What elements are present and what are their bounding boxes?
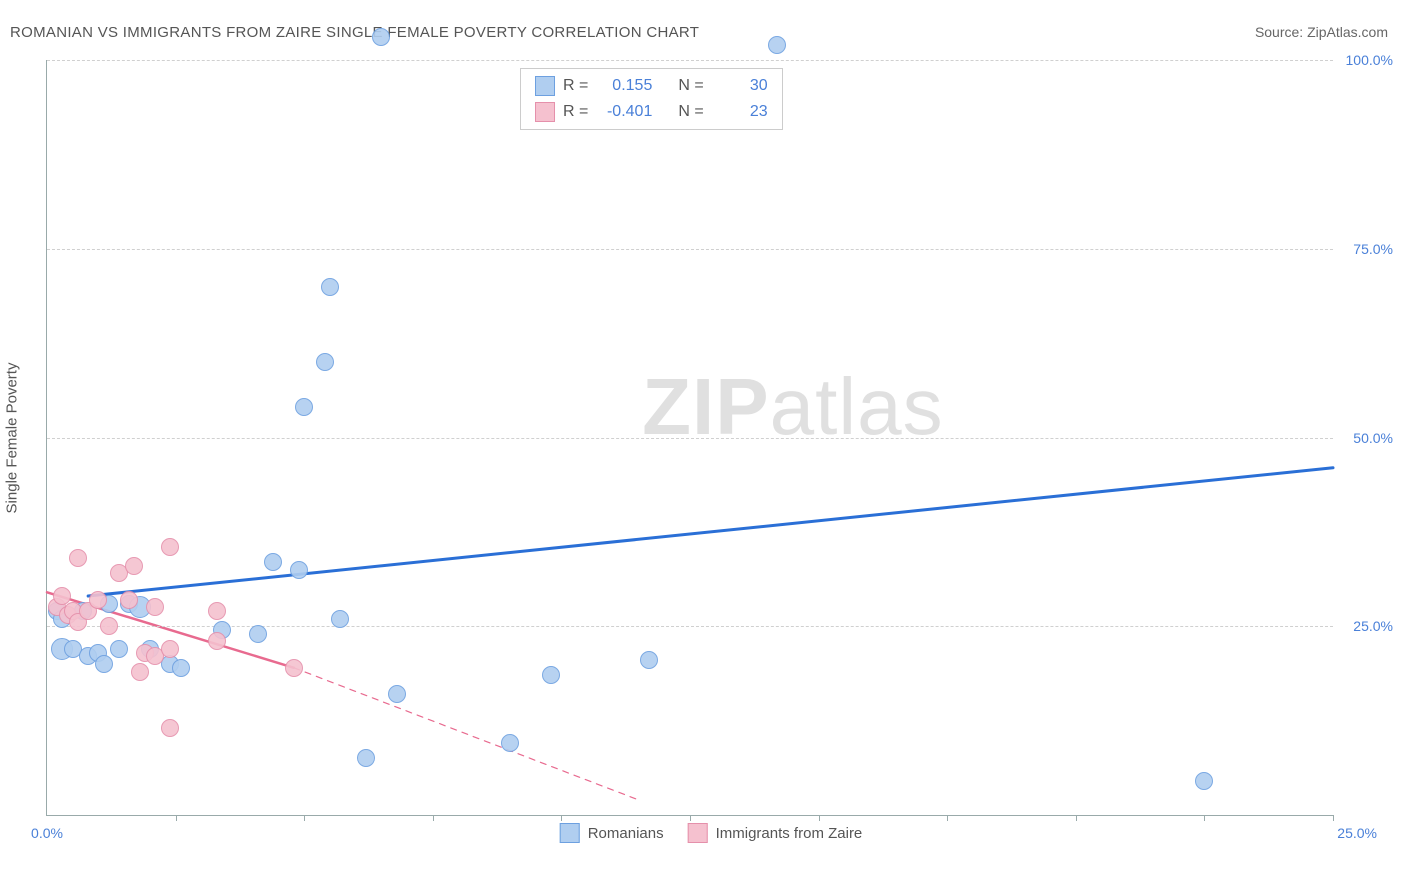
- legend-bottom: Romanians Immigrants from Zaire: [560, 823, 863, 843]
- scatter-point-blue: [110, 640, 128, 658]
- x-tick: [561, 815, 562, 821]
- scatter-point-pink: [131, 663, 149, 681]
- legend-series-name: Immigrants from Zaire: [716, 825, 863, 842]
- scatter-point-pink: [161, 538, 179, 556]
- x-tick: [176, 815, 177, 821]
- gridline: [47, 60, 1333, 61]
- x-tick: [1076, 815, 1077, 821]
- legend-bottom-item-pink: Immigrants from Zaire: [688, 823, 863, 843]
- x-tick-label: 0.0%: [31, 825, 63, 841]
- legend-swatch: [560, 823, 580, 843]
- scatter-point-blue: [357, 749, 375, 767]
- scatter-point-blue: [290, 561, 308, 579]
- r-label: R =: [563, 99, 588, 125]
- scatter-point-blue: [321, 278, 339, 296]
- chart-title: ROMANIAN VS IMMIGRANTS FROM ZAIRE SINGLE…: [10, 24, 699, 41]
- scatter-point-blue: [1195, 772, 1213, 790]
- legend-series-name: Romanians: [588, 825, 664, 842]
- scatter-point-blue: [640, 651, 658, 669]
- scatter-point-pink: [208, 632, 226, 650]
- x-tick: [819, 815, 820, 821]
- scatter-point-pink: [120, 591, 138, 609]
- r-value: -0.401: [596, 99, 652, 125]
- scatter-point-blue: [295, 398, 313, 416]
- source-attribution: Source: ZipAtlas.com: [1255, 24, 1388, 40]
- legend-top-row-pink: R = -0.401 N = 23: [535, 99, 768, 125]
- n-value: 23: [712, 99, 768, 125]
- n-value: 30: [712, 73, 768, 99]
- legend-swatch: [535, 102, 555, 122]
- scatter-point-pink: [125, 557, 143, 575]
- legend-top-row-blue: R = 0.155 N = 30: [535, 73, 768, 99]
- x-tick: [304, 815, 305, 821]
- x-tick: [1204, 815, 1205, 821]
- scatter-point-blue: [249, 625, 267, 643]
- r-label: R =: [563, 73, 588, 99]
- chart-area: Single Female Poverty ZIPatlas 25.0%50.0…: [46, 60, 1376, 815]
- legend-swatch: [688, 823, 708, 843]
- gridline: [47, 626, 1333, 627]
- scatter-point-pink: [161, 719, 179, 737]
- legend-bottom-item-blue: Romanians: [560, 823, 664, 843]
- scatter-point-blue: [388, 685, 406, 703]
- scatter-point-pink: [89, 591, 107, 609]
- scatter-point-pink: [100, 617, 118, 635]
- x-tick: [690, 815, 691, 821]
- gridline: [47, 249, 1333, 250]
- scatter-point-blue: [95, 655, 113, 673]
- legend-swatch: [535, 76, 555, 96]
- scatter-plot: ZIPatlas 25.0%50.0%75.0%100.0%0.0%25.0%: [46, 60, 1333, 816]
- scatter-point-blue: [172, 659, 190, 677]
- x-tick: [1333, 815, 1334, 821]
- y-axis-title: Single Female Poverty: [4, 362, 21, 513]
- x-tick-label: 25.0%: [1337, 825, 1377, 841]
- scatter-point-pink: [69, 549, 87, 567]
- scatter-point-blue: [501, 734, 519, 752]
- scatter-point-pink: [208, 602, 226, 620]
- scatter-point-blue: [768, 36, 786, 54]
- n-label: N =: [678, 73, 703, 99]
- y-tick-label: 100.0%: [1346, 52, 1393, 68]
- gridline: [47, 438, 1333, 439]
- scatter-point-blue: [264, 553, 282, 571]
- y-tick-label: 75.0%: [1353, 241, 1393, 257]
- scatter-point-pink: [146, 598, 164, 616]
- x-tick: [947, 815, 948, 821]
- scatter-point-blue: [316, 353, 334, 371]
- scatter-point-blue: [542, 666, 560, 684]
- scatter-point-blue: [372, 28, 390, 46]
- legend-top: R = 0.155 N = 30 R = -0.401 N = 23: [520, 68, 783, 130]
- y-tick-label: 25.0%: [1353, 618, 1393, 634]
- scatter-point-blue: [331, 610, 349, 628]
- scatter-point-pink: [161, 640, 179, 658]
- r-value: 0.155: [596, 73, 652, 99]
- x-tick: [433, 815, 434, 821]
- n-label: N =: [678, 99, 703, 125]
- scatter-point-pink: [285, 659, 303, 677]
- y-tick-label: 50.0%: [1353, 430, 1393, 446]
